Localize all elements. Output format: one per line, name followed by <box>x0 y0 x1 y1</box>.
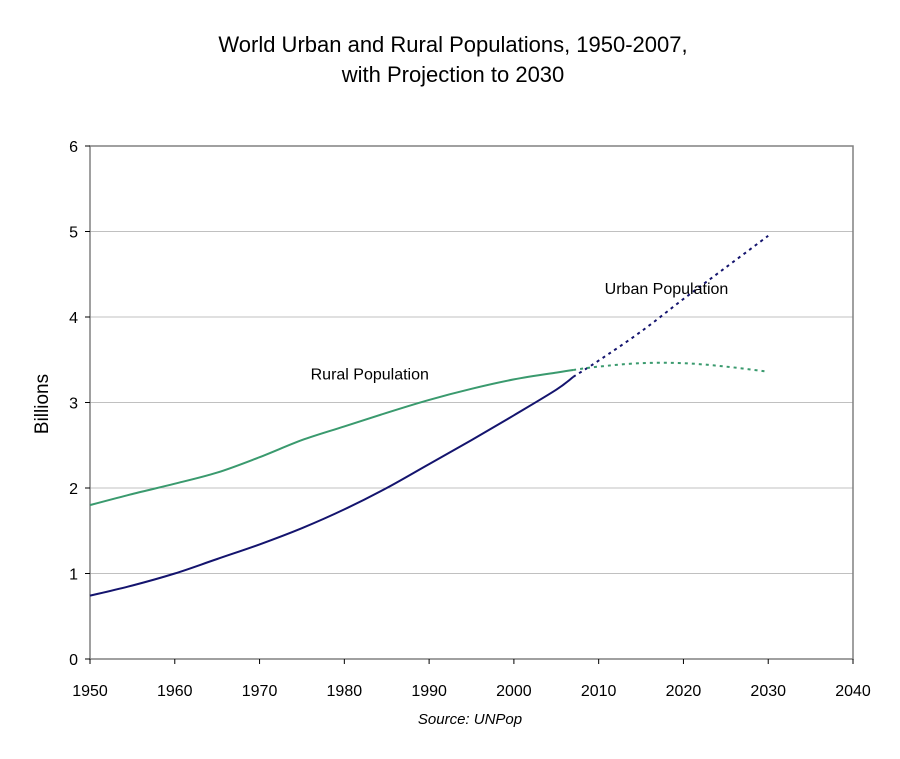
x-tick-label: 2010 <box>581 683 617 700</box>
annotation-label: Rural Population <box>311 366 429 383</box>
chart-title-line2: with Projection to 2030 <box>341 62 565 87</box>
source-note: Source: UNPop <box>418 711 522 728</box>
y-tick-label: 4 <box>69 310 78 327</box>
y-tick-label: 1 <box>69 567 78 584</box>
y-tick-label: 5 <box>69 225 78 242</box>
x-tick-label: 2030 <box>750 683 786 700</box>
x-tick-label: 2000 <box>496 683 532 700</box>
annotation-label: Urban Population <box>605 281 729 298</box>
rural-historical-line <box>89 369 574 507</box>
x-tick-label: 1970 <box>242 683 278 700</box>
x-tick-label: 2040 <box>835 683 871 700</box>
x-axis-ticks: 1950 1960 1970 1980 1990 2000 2010 2020 2030 2040 <box>72 659 871 700</box>
y-axis-ticks: 0 1 2 3 4 5 6 <box>69 139 90 669</box>
chart-title-line1: World Urban and Rural Populations, 1950-… <box>218 32 687 57</box>
series-lines <box>89 234 769 597</box>
urban-historical-line <box>89 376 574 597</box>
x-tick-label: 2020 <box>666 683 702 700</box>
gridlines <box>90 231 853 574</box>
urban-projection-line <box>572 234 769 378</box>
annotations: Urban Population Rural Population <box>311 281 729 384</box>
y-tick-label: 6 <box>69 139 78 156</box>
x-tick-label: 1950 <box>72 683 108 700</box>
x-tick-label: 1980 <box>327 683 363 700</box>
x-tick-label: 1990 <box>411 683 447 700</box>
y-tick-label: 0 <box>69 652 78 669</box>
y-tick-label: 3 <box>69 396 78 413</box>
y-tick-label: 2 <box>69 481 78 498</box>
rural-projection-line <box>573 361 769 373</box>
x-tick-label: 1960 <box>157 683 193 700</box>
y-axis-label: Billions <box>32 374 53 434</box>
